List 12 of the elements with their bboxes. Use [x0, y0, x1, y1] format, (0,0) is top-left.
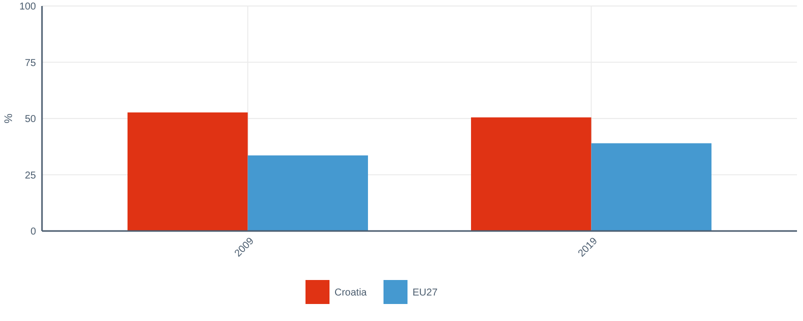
y-tick-label: 50 [24, 114, 36, 125]
bar [591, 143, 712, 231]
y-tick-label: 0 [30, 226, 36, 238]
bar [128, 112, 248, 231]
bar [471, 117, 592, 231]
legend-label: Croatia [334, 288, 368, 298]
y-axis-title: % [3, 113, 15, 124]
y-tick-label: 75 [24, 58, 36, 69]
y-tick-label: 25 [24, 170, 36, 182]
y-tick-label: 100 [19, 2, 36, 12]
legend-label: EU27 [412, 288, 438, 298]
bar [248, 155, 368, 231]
